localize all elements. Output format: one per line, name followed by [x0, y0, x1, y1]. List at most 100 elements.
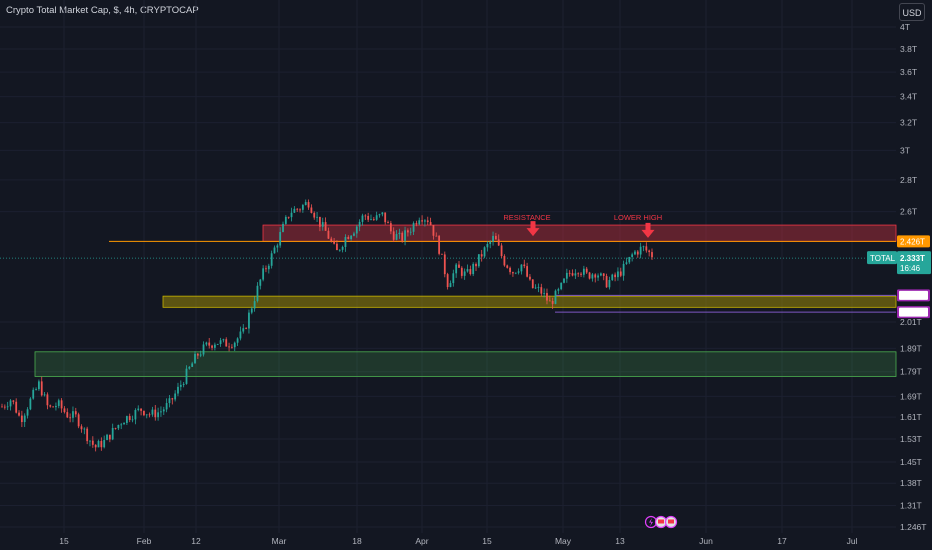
candle-body — [137, 408, 140, 410]
candle-body — [463, 271, 466, 276]
candle-body — [597, 275, 599, 278]
candle-body — [418, 220, 421, 225]
candle-body — [259, 279, 262, 286]
candle-body — [514, 272, 517, 274]
y-tick-label: 4T — [900, 22, 910, 32]
candle-body — [634, 251, 636, 255]
flag-icon[interactable] — [654, 515, 668, 529]
candle-body — [466, 269, 469, 272]
candle-body — [239, 331, 242, 339]
candle-body — [55, 405, 57, 408]
candle-body — [219, 340, 222, 344]
candle-body — [392, 231, 395, 240]
candle-body — [477, 254, 480, 267]
y-tick-label: 1.246T — [900, 522, 926, 532]
currency-button[interactable]: USD — [899, 3, 925, 21]
candle-body — [548, 300, 551, 302]
candle-body — [327, 230, 330, 239]
candle-body — [208, 342, 211, 346]
candle-body — [225, 339, 228, 347]
candle-body — [480, 254, 483, 257]
candle-body — [517, 271, 520, 273]
x-tick-label: 17 — [777, 536, 787, 546]
candle-body — [9, 400, 12, 407]
current-price-text: 2.333T — [900, 254, 925, 263]
candle-body — [80, 426, 83, 430]
candle-body — [557, 289, 560, 291]
candle-body — [134, 409, 137, 420]
x-tick-label: Jul — [847, 536, 858, 546]
candle-body — [248, 312, 250, 329]
candle-body — [157, 412, 160, 418]
candle-body — [602, 273, 605, 276]
flag-icon[interactable] — [664, 515, 678, 529]
y-tick-label: 1.31T — [900, 501, 922, 511]
candle-body — [486, 243, 489, 248]
countdown-text: 16:46 — [900, 264, 921, 273]
symbol-tag — [867, 251, 897, 265]
candle-body — [32, 389, 35, 399]
candle-body — [276, 245, 279, 248]
candle-body — [543, 293, 546, 294]
candle-body — [404, 230, 406, 241]
candle-body — [401, 232, 404, 241]
support-zone-yellow — [162, 295, 897, 308]
candle-body — [429, 222, 432, 226]
candle-body — [503, 256, 506, 266]
candle-body — [336, 243, 338, 251]
x-tick-label: May — [555, 536, 572, 546]
candle-body — [168, 398, 171, 404]
candle-body — [287, 216, 290, 218]
candle-body — [120, 424, 123, 426]
candle-body — [97, 441, 100, 448]
candle-body — [438, 235, 441, 254]
candle-body — [446, 274, 449, 288]
candle-body — [66, 412, 69, 418]
level-price-tag-text: 2.139T — [901, 291, 926, 300]
level-price-tag-text: 2.057T — [901, 308, 926, 317]
support-zone-green — [34, 351, 897, 377]
candle-body — [534, 287, 537, 289]
y-tick-label: 3.4T — [900, 92, 917, 102]
y-tick-label: 1.89T — [900, 343, 922, 353]
down-arrow-icon — [641, 222, 655, 238]
lightning-icon[interactable] — [644, 515, 658, 529]
candle-body — [245, 328, 248, 330]
candle-body — [546, 293, 548, 301]
candle-body — [111, 427, 114, 440]
candle-body — [389, 223, 392, 232]
candle-body — [600, 273, 602, 276]
candle-body — [256, 285, 259, 302]
x-tick-label: 15 — [59, 536, 69, 546]
candle-body — [432, 225, 435, 236]
candle-body — [160, 411, 162, 413]
candle-body — [231, 346, 233, 348]
candle-body — [358, 221, 361, 227]
candle-body — [196, 353, 199, 356]
candle-body — [228, 346, 230, 348]
candle-body — [290, 212, 293, 218]
candle-body — [494, 235, 497, 240]
candle-body — [43, 394, 46, 396]
candle-body — [60, 400, 63, 409]
x-tick-label: Apr — [415, 536, 428, 546]
candle-body — [262, 268, 265, 280]
candle-body — [69, 417, 72, 419]
candle-body — [171, 398, 174, 400]
candle-body — [531, 279, 534, 289]
candle-body — [608, 280, 611, 288]
candle-body — [619, 271, 622, 276]
candle-body — [585, 268, 588, 273]
candle-body — [324, 222, 327, 231]
candle-body — [645, 246, 648, 251]
candle-body — [520, 264, 523, 272]
candle-body — [296, 208, 299, 210]
candle-body — [299, 209, 301, 211]
y-tick-label: 3T — [900, 145, 910, 155]
candle-body — [140, 408, 142, 411]
candle-body — [568, 272, 571, 274]
candle-body — [270, 253, 273, 266]
down-arrow-icon — [526, 221, 540, 237]
candle-body — [233, 342, 236, 348]
